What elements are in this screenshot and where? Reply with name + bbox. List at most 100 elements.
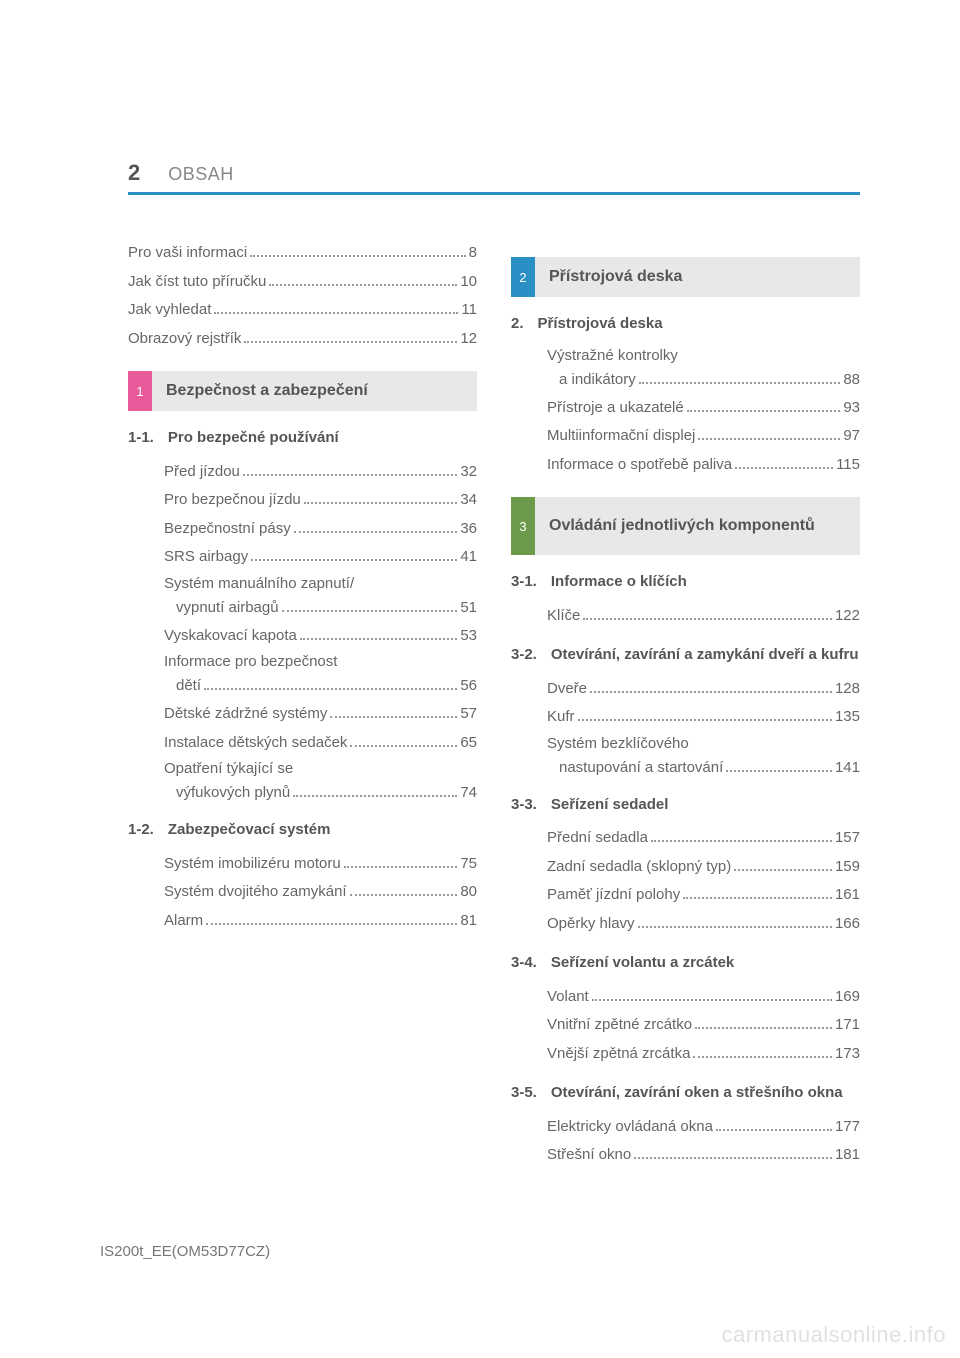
toc-entry: Přístroje a ukazatelé93 bbox=[511, 394, 860, 423]
toc-entry-label: Vyskakovací kapota bbox=[164, 622, 297, 651]
leader-dots bbox=[693, 1056, 832, 1058]
toc-entry: Opěrky hlavy 166 bbox=[511, 910, 860, 939]
toc-entry-page: 80 bbox=[460, 878, 477, 907]
group-heading: 3-1. Informace o klíčích bbox=[511, 571, 860, 594]
toc-entry-page: 12 bbox=[460, 325, 477, 354]
group-heading: 3-3.Seřízení sedadel bbox=[511, 794, 860, 817]
toc-entry-page: 161 bbox=[835, 881, 860, 910]
toc-entry-page: 97 bbox=[843, 422, 860, 451]
leader-dots bbox=[590, 691, 832, 693]
group-number: 1-1. bbox=[128, 427, 154, 450]
toc-entry: Informace pro bezpečnostdětí56 bbox=[128, 650, 477, 698]
toc-entry-label: Kufr bbox=[547, 703, 575, 732]
column-left: Pro vaši informaci8Jak číst tuto příručk… bbox=[128, 239, 477, 1170]
toc-entry-label: Dětské zádržné systémy bbox=[164, 700, 327, 729]
toc-entry: Před jízdou32 bbox=[128, 458, 477, 487]
page: 2 OBSAH Pro vaši informaci8Jak číst tuto… bbox=[0, 0, 960, 1358]
toc-entry: Opatření týkající sevýfukových plynů74 bbox=[128, 757, 477, 805]
group-number: 3-1. bbox=[511, 571, 537, 594]
toc-entry: Pro vaši informaci8 bbox=[128, 239, 477, 268]
leader-dots bbox=[634, 1157, 832, 1159]
watermark: carmanualsonline.info bbox=[721, 1322, 946, 1348]
toc-entry-label: Systém dvojitého zamykání bbox=[164, 878, 347, 907]
toc-entry-page: 57 bbox=[460, 700, 477, 729]
leader-dots bbox=[204, 688, 457, 690]
toc-entry-page: 81 bbox=[460, 907, 477, 936]
toc-entry-page: 173 bbox=[835, 1040, 860, 1069]
toc-entry-label: Instalace dětských sedaček bbox=[164, 729, 347, 758]
toc-entry-page: 53 bbox=[460, 622, 477, 651]
leader-dots bbox=[330, 716, 457, 718]
toc-entry-label: nastupování a startování bbox=[559, 756, 723, 780]
section-bar: 1Bezpečnost a zabezpečení bbox=[128, 371, 477, 411]
toc-entry: Pro bezpečnou jízdu34 bbox=[128, 486, 477, 515]
header-title: OBSAH bbox=[168, 164, 234, 185]
leader-dots bbox=[344, 866, 458, 868]
toc-entry-page: 8 bbox=[469, 239, 477, 268]
toc-entry-label: Volant bbox=[547, 983, 589, 1012]
toc-entry: Výstražné kontrolkya indikátory88 bbox=[511, 344, 860, 392]
section-title: Přístrojová deska bbox=[535, 257, 860, 297]
toc-entry-page: 169 bbox=[835, 983, 860, 1012]
toc-entry-page: 171 bbox=[835, 1011, 860, 1040]
section-title: Ovládání jednotlivých komponentů bbox=[535, 497, 860, 555]
toc-entry-label: a indikátory bbox=[559, 368, 636, 392]
leader-dots bbox=[651, 840, 832, 842]
section-title: Bezpečnost a zabezpečení bbox=[152, 371, 477, 411]
toc-entry: Elektricky ovládaná okna177 bbox=[511, 1113, 860, 1142]
leader-dots bbox=[695, 1027, 832, 1029]
leader-dots bbox=[683, 897, 832, 899]
toc-entry-label: SRS airbagy bbox=[164, 543, 248, 572]
toc-entry-label: Obrazový rejstřík bbox=[128, 325, 241, 354]
toc-entry-label: Alarm bbox=[164, 907, 203, 936]
section-bar: 2Přístrojová deska bbox=[511, 257, 860, 297]
toc-entry-page: 157 bbox=[835, 824, 860, 853]
toc-entry: SRS airbagy41 bbox=[128, 543, 477, 572]
toc-entry-label: Dveře bbox=[547, 675, 587, 704]
toc-entry: Zadní sedadla (sklopný typ)159 bbox=[511, 853, 860, 882]
content-columns: Pro vaši informaci8Jak číst tuto příručk… bbox=[128, 239, 860, 1170]
group-heading: 3-5.Otevírání, zavírání oken a střešního… bbox=[511, 1082, 860, 1105]
group-title: Přístrojová deska bbox=[538, 313, 663, 336]
leader-dots bbox=[734, 869, 832, 871]
leader-dots bbox=[698, 438, 840, 440]
toc-entry-label: Výstražné kontrolky bbox=[547, 344, 860, 368]
toc-entry: Informace o spotřebě paliva115 bbox=[511, 451, 860, 480]
toc-entry: Bezpečnostní pásy36 bbox=[128, 515, 477, 544]
leader-dots bbox=[300, 638, 457, 640]
toc-entry-label: Klíče bbox=[547, 602, 580, 631]
toc-entry-label: Bezpečnostní pásy bbox=[164, 515, 291, 544]
toc-entry-page: 181 bbox=[835, 1141, 860, 1170]
toc-entry: Dveře 128 bbox=[511, 675, 860, 704]
toc-entry-label: Informace o spotřebě paliva bbox=[547, 451, 732, 480]
group-title: Pro bezpečné používání bbox=[168, 427, 339, 450]
toc-entry-label: Jak vyhledat bbox=[128, 296, 211, 325]
group-number: 3-5. bbox=[511, 1082, 537, 1105]
toc-entry: Vnější zpětná zrcátka173 bbox=[511, 1040, 860, 1069]
toc-entry: Alarm 81 bbox=[128, 907, 477, 936]
toc-entry-page: 166 bbox=[835, 910, 860, 939]
column-right: 2Přístrojová deska2.Přístrojová deskaVýs… bbox=[511, 239, 860, 1170]
toc-entry-page: 177 bbox=[835, 1113, 860, 1142]
toc-entry-page: 32 bbox=[460, 458, 477, 487]
toc-entry-label: Přístroje a ukazatelé bbox=[547, 394, 684, 423]
group-title: Seřízení sedadel bbox=[551, 794, 669, 817]
leader-dots bbox=[350, 894, 458, 896]
toc-entry: Vnitřní zpětné zrcátko171 bbox=[511, 1011, 860, 1040]
toc-entry-page: 128 bbox=[835, 675, 860, 704]
group-heading: 1-1. Pro bezpečné používání bbox=[128, 427, 477, 450]
document-code: IS200t_EE(OM53D77CZ) bbox=[100, 1243, 270, 1260]
toc-entry: Klíče122 bbox=[511, 602, 860, 631]
section-number-tab: 2 bbox=[511, 257, 535, 297]
toc-entry: Systém manuálního zapnutí/vypnutí airbag… bbox=[128, 572, 477, 620]
toc-entry: Kufr135 bbox=[511, 703, 860, 732]
toc-entry-label: Opěrky hlavy bbox=[547, 910, 635, 939]
leader-dots bbox=[250, 255, 465, 257]
leader-dots bbox=[293, 795, 457, 797]
toc-entry-label: Jak číst tuto příručku bbox=[128, 268, 266, 297]
toc-entry-label: Střešní okno bbox=[547, 1141, 631, 1170]
toc-entry: Systém dvojitého zamykání 80 bbox=[128, 878, 477, 907]
toc-entry-label: Opatření týkající se bbox=[164, 757, 477, 781]
leader-dots bbox=[244, 341, 457, 343]
group-title: Informace o klíčích bbox=[551, 571, 687, 594]
